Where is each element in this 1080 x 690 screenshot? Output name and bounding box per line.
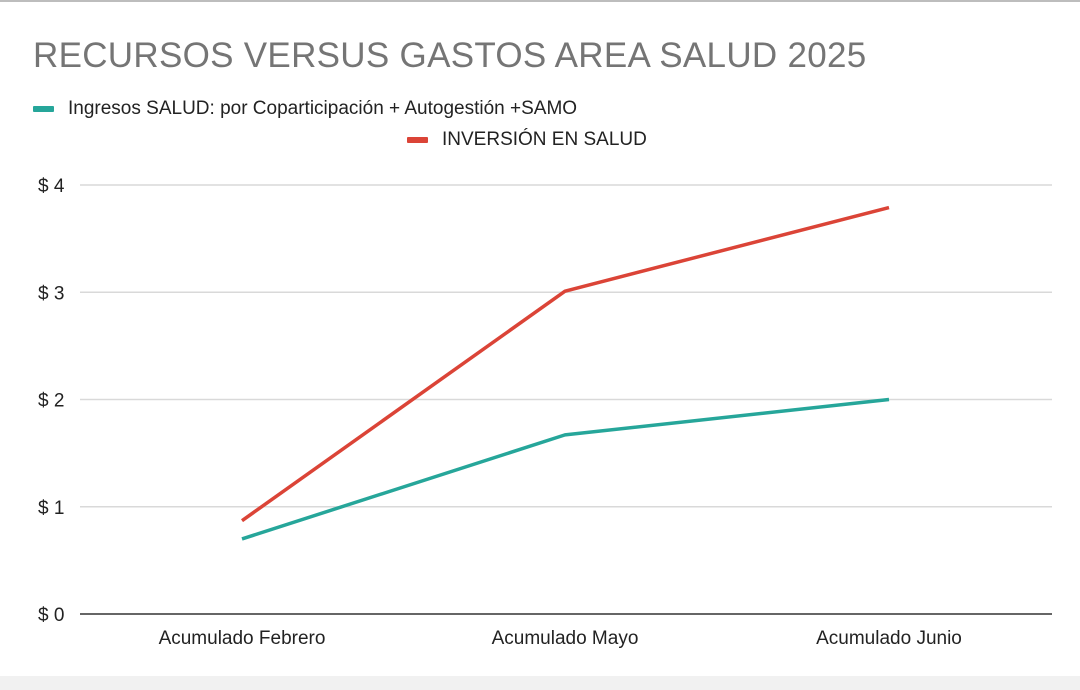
series-line-ingresos bbox=[241, 397, 890, 541]
legend-swatch-inversion bbox=[407, 137, 428, 143]
x-tick-label: Acumulado Mayo bbox=[492, 628, 639, 649]
legend-item-ingresos[interactable]: Ingresos SALUD: por Coparticipación + Au… bbox=[33, 98, 577, 120]
x-tick-label: Acumulado Junio bbox=[816, 628, 962, 649]
series-line-inversion bbox=[240, 205, 890, 523]
legend-label-ingresos: Ingresos SALUD: por Coparticipación + Au… bbox=[68, 98, 578, 119]
legend-swatch-ingresos bbox=[33, 106, 54, 112]
y-tick-label: $ 3 bbox=[38, 283, 64, 304]
y-tick-label: $ 4 bbox=[38, 176, 65, 197]
legend-item-inversion[interactable]: INVERSIÓN EN SALUD bbox=[407, 129, 647, 151]
y-tick-label: $ 2 bbox=[38, 391, 64, 412]
legend-label-inversion: INVERSIÓN EN SALUD bbox=[442, 129, 647, 150]
chart-card: RECURSOS VERSUS GASTOS AREA SALUD 2025 I… bbox=[0, 0, 1080, 676]
x-tick-label: Acumulado Febrero bbox=[159, 628, 326, 649]
line-chart: $ 0 $ 1 $ 2 $ 3 $ 4 Acumulado Febrero Acumulad… bbox=[38, 176, 1052, 649]
y-tick-label: $ 0 bbox=[38, 605, 64, 626]
chart-title: RECURSOS VERSUS GASTOS AREA SALUD 2025 bbox=[33, 36, 867, 75]
y-tick-label: $ 1 bbox=[38, 498, 64, 519]
